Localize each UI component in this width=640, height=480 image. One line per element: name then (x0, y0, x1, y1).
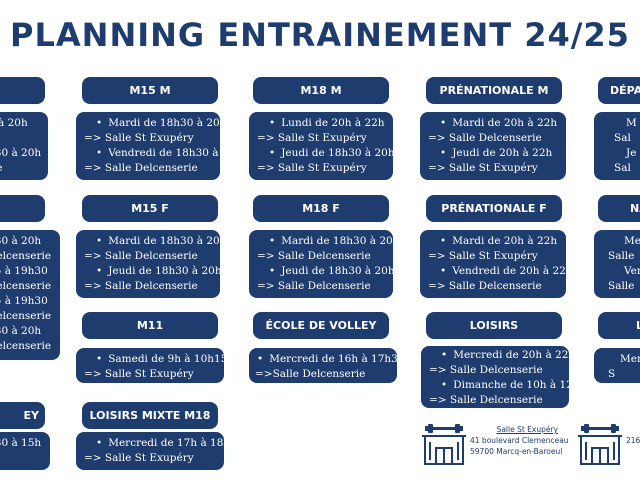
card-header-m15f: M15 F (82, 195, 218, 222)
partial-card-left-2: h30 à 20h Delcenserie 45 à 19h30 Delcens… (0, 230, 60, 360)
list-item: Mercredi de 20h à 22h (421, 348, 569, 363)
card-prenationale-m: Mardi de 20h à 22h => Salle Delcenserie … (420, 112, 566, 180)
list-item: => Salle Delcenserie (84, 162, 198, 174)
list-item: Je (626, 147, 637, 159)
list-item: Jeudi de 18h30 à 20h (76, 264, 220, 279)
card-loisirs-mixte-m18: Mercredi de 17h à 18h30 => Salle St Exup… (76, 432, 224, 470)
partial-header-left-1 (0, 77, 45, 104)
list-item: Delcenserie (0, 280, 52, 292)
list-item: Mardi de 18h30 à 20h (76, 116, 220, 131)
card-header-ecole-de-volley: ÉCOLE DE VOLLEY (253, 312, 389, 339)
list-item: h30 à 15h (0, 437, 42, 449)
list-item: ry (0, 451, 50, 466)
list-item: => Salle St Exupéry (84, 452, 194, 464)
card-m18f: Mardi de 18h30 à 20h => Salle Delcenseri… (249, 230, 393, 298)
list-item: => Salle Delcenserie (428, 132, 542, 144)
partial-card-left-4: h30 à 15h ry (0, 432, 50, 470)
list-item: => Salle Delcenserie (257, 250, 371, 262)
card-header-prenationale-m: PRÉNATIONALE M (426, 77, 562, 104)
partial-header-left-4: EY (0, 402, 45, 429)
list-item: Mardi de 18h30 à 20h (76, 234, 220, 249)
address-street: 41 boulevard Clemenceau (470, 436, 569, 445)
list-item: h30 à 20h (0, 325, 42, 337)
list-item: => Salle Delcenserie (429, 394, 543, 406)
list-item: Sal (614, 132, 631, 144)
address-city: 59700 Marcq-en-Baroeul (470, 447, 563, 456)
list-item: Mardi de 20h à 22h (420, 116, 566, 131)
partial-header-left-2 (0, 195, 45, 222)
list-item: => Salle St Exupéry (84, 132, 194, 144)
list-item: => Salle St Exupéry (257, 162, 367, 174)
list-item: => Salle Delcenserie (84, 250, 198, 262)
list-item: Merc (620, 353, 640, 365)
list-item: Jeudi de 20h à 22h (420, 146, 566, 161)
list-item: Delcenserie (0, 250, 52, 262)
list-item: ry (0, 131, 48, 146)
card-header-m11: M11 (82, 312, 218, 339)
card-header-prenationale-f: PRÉNATIONALE F (426, 195, 562, 222)
list-item: => Salle Delcenserie (429, 364, 543, 376)
gym-building-icon (422, 424, 466, 465)
list-item: Delcenserie (0, 310, 52, 322)
list-item: =>Salle Delcenserie (255, 368, 366, 380)
partial-card-right-3: Merc S (594, 348, 640, 383)
address-name: Salle St Exupéry (496, 425, 558, 434)
list-item: 0 à 20h (0, 117, 28, 129)
card-m11: Samedi de 9h à 10h15 => Salle St Exupéry (76, 348, 224, 383)
list-item: Ven (624, 265, 640, 277)
partial-card-left-1: 0 à 20h ry h30 à 20h rie (0, 112, 48, 180)
card-ecole-de-volley: Mercredi de 16h à 17h30 =>Salle Delcense… (249, 348, 397, 383)
list-item: Salle (608, 280, 635, 292)
partial-header-right-1: DÉPA (598, 77, 640, 104)
list-item: Salle (608, 250, 635, 262)
partial-card-right-1: M Sal Je Sal (594, 112, 640, 180)
card-header-loisirs: LOISIRS (426, 312, 562, 339)
card-m15f: Mardi de 18h30 à 20h => Salle Delcenseri… (76, 230, 220, 298)
list-item: Vendredi de 18h30 à 20h (76, 146, 220, 161)
list-item: => Salle Delcenserie (428, 280, 542, 292)
list-item: Mardi de 18h30 à 20h (249, 234, 393, 249)
list-item: 15 à 19h30 (0, 295, 48, 307)
partial-header-right-2: NA (598, 195, 640, 222)
list-item: M (626, 117, 637, 129)
page-title: PLANNING ENTRAINEMENT 24/25 (10, 16, 630, 54)
list-item: Jeudi de 18h30 à 20h (249, 264, 393, 279)
list-item: Sal (614, 162, 631, 174)
list-item: => Salle St Exupéry (84, 368, 194, 380)
list-item: => Salle Delcenserie (257, 280, 371, 292)
address-st-exupery: Salle St Exupéry 41 boulevard Clemenceau… (470, 424, 569, 457)
list-item: => Salle Delcenserie (84, 280, 198, 292)
card-header-m18m: M18 M (253, 77, 389, 104)
list-item: Me (624, 235, 640, 247)
partial-header-right-3: L (598, 312, 640, 339)
list-item: => Salle St Exupéry (257, 132, 367, 144)
list-item: Mardi de 20h à 22h (420, 234, 566, 249)
list-item: => Salle St Exupéry (428, 250, 538, 262)
partial-card-right-2: Me Salle Ven Salle (594, 230, 640, 298)
address-partial: 216 (626, 436, 640, 445)
list-item: Lundi de 20h à 22h (249, 116, 393, 131)
list-item: Vendredi de 20h à 22h (420, 264, 566, 279)
list-item: Jeudi de 18h30 à 20h (249, 146, 393, 161)
list-item: h30 à 20h (0, 147, 42, 159)
card-loisirs: Mercredi de 20h à 22h => Salle Delcenser… (421, 346, 569, 408)
card-header-m18f: M18 F (253, 195, 389, 222)
list-item: => Salle St Exupéry (428, 162, 538, 174)
card-m18m: Lundi de 20h à 22h => Salle St Exupéry J… (249, 112, 393, 180)
list-item: Mercredi de 16h à 17h30 (249, 352, 397, 367)
gym-building-icon (578, 424, 622, 465)
card-prenationale-f: Mardi de 20h à 22h => Salle St Exupéry V… (420, 230, 566, 298)
list-item: Dimanche de 10h à 12h (421, 378, 569, 393)
list-item: 45 à 19h30 (0, 265, 48, 277)
list-item: S (608, 368, 616, 380)
list-item: h30 à 20h (0, 235, 42, 247)
list-item: Samedi de 9h à 10h15 (76, 352, 224, 367)
list-item: Delcenserie (0, 340, 52, 352)
list-item: rie (0, 161, 48, 176)
card-header-m15m: M15 M (82, 77, 218, 104)
card-header-loisirs-mixte-m18: LOISIRS MIXTE M18 (82, 402, 218, 429)
card-m15m: Mardi de 18h30 à 20h => Salle St Exupéry… (76, 112, 220, 180)
list-item: Mercredi de 17h à 18h30 (76, 436, 224, 451)
